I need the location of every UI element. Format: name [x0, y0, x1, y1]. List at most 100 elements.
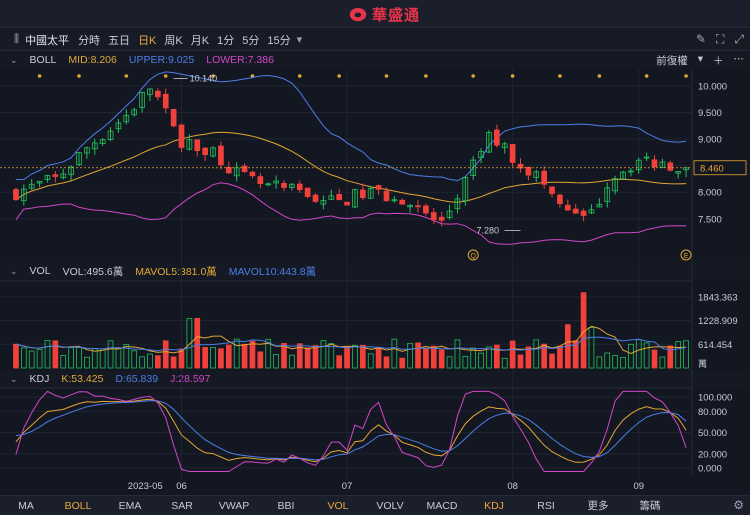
volume-bar — [462, 355, 469, 369]
pencil-icon[interactable]: ✎ — [695, 32, 706, 46]
x-axis-label: 08 — [507, 481, 518, 492]
candle-body — [52, 174, 59, 177]
settings-gear-icon[interactable]: ⚙ — [733, 498, 744, 512]
current-price-tag — [693, 160, 747, 176]
candle-body — [604, 187, 611, 202]
candle-body — [557, 194, 563, 205]
period-dropdown-chevron-icon[interactable]: ▾ — [296, 34, 303, 46]
indicator-tab-SAR[interactable]: SAR — [171, 499, 193, 512]
candle-body — [367, 188, 374, 199]
expand-icon[interactable]: ⤢ — [734, 32, 744, 46]
boll-mid-line — [15, 131, 687, 203]
candle-body — [123, 114, 130, 123]
boll-upper-value: UPPER:9.025 — [128, 54, 195, 66]
period-tab-4[interactable]: 月K — [190, 34, 210, 47]
candle-body — [60, 173, 67, 178]
candle-body — [391, 199, 398, 202]
indicator-tab-BBI[interactable]: BBI — [277, 499, 295, 512]
indicator-tab-BOLL[interactable]: BOLL — [64, 499, 92, 512]
volume-bar — [233, 338, 240, 369]
volume-bar — [178, 348, 185, 369]
collapse-panel-icon[interactable]: ⌄ — [10, 54, 18, 65]
period-tab-6[interactable]: 5分 — [242, 34, 260, 47]
candle-body — [423, 205, 429, 214]
stock-name[interactable]: 中國太平 — [25, 34, 70, 47]
vol-label[interactable]: VOL — [29, 265, 51, 277]
kdj-label[interactable]: KDJ — [29, 373, 50, 385]
candle-body — [289, 183, 295, 188]
candle-body — [407, 204, 413, 208]
period-tab-2[interactable]: 日K — [138, 34, 157, 47]
volume-bar — [352, 344, 358, 369]
indicator-tab-更多[interactable]: 更多 — [587, 500, 609, 512]
indicator-tab-MA[interactable]: MA — [18, 499, 34, 512]
event-badge-letter: E — [684, 253, 689, 260]
volume-bar — [296, 343, 303, 369]
candle-body — [667, 162, 674, 171]
volume-bar — [289, 354, 295, 369]
chevron-down-icon[interactable]: ▾ — [697, 53, 703, 65]
indicator-tab-EMA[interactable]: EMA — [118, 499, 142, 512]
candle-body — [352, 189, 358, 208]
x-axis-label: 06 — [176, 481, 187, 492]
volume-bar — [517, 354, 524, 369]
volume-bar — [549, 353, 555, 369]
volume-bar — [312, 345, 319, 369]
volume-bar — [446, 356, 453, 369]
boll-panel-header: ⌄ BOLL MID:8.206 UPPER:9.025 LOWER:7.386… — [0, 52, 750, 68]
volume-bar — [194, 317, 201, 369]
indicator-tab-VOL[interactable]: VOL — [327, 499, 349, 512]
add-indicator-icon[interactable]: ＋ — [713, 55, 724, 67]
price-tick-label: 9.500 — [698, 108, 722, 119]
indicator-tab-VWAP[interactable]: VWAP — [218, 499, 250, 512]
volume-bar — [407, 342, 413, 369]
sidebar-toggle-icon[interactable]: ⫼ — [14, 33, 20, 45]
period-tab-7[interactable]: 15分 — [267, 34, 291, 47]
fullscreen-icon[interactable]: ⛶ — [715, 32, 725, 46]
candle-body — [675, 171, 682, 174]
more-icon[interactable]: ⋯ — [733, 53, 745, 65]
adjust-selector[interactable]: 前復權 — [656, 55, 688, 67]
volume-bar — [304, 347, 311, 369]
mavol10-value: MAVOL10:443.8萬 — [228, 265, 317, 278]
period-tab-3[interactable]: 周K — [164, 34, 183, 47]
candle-body — [312, 194, 319, 202]
event-dot — [384, 74, 389, 78]
candle-body — [525, 166, 532, 176]
vol-panel-header: ⌄ VOL VOL:495.6萬 MAVOL5:381.0萬 MAVOL10:4… — [0, 263, 750, 279]
indicator-tab-RSI[interactable]: RSI — [537, 499, 555, 512]
period-tab-1[interactable]: 五日 — [108, 34, 131, 47]
candle-body — [415, 205, 421, 208]
volume-bar — [210, 347, 216, 369]
boll-label[interactable]: BOLL — [29, 54, 57, 66]
candle-body — [99, 139, 106, 144]
event-dot — [558, 74, 562, 78]
kdj-k-line — [15, 398, 687, 463]
indicator-tab-VOLV[interactable]: VOLV — [376, 499, 404, 512]
event-dot — [597, 74, 602, 78]
mavol5-value: MAVOL5:381.0萬 — [135, 265, 217, 278]
candle-body — [620, 171, 626, 180]
indicator-tab-KDJ[interactable]: KDJ — [484, 499, 504, 512]
volume-bar — [359, 344, 366, 369]
chart-toolbar: ⫼ 中國太平 分時 五日 日K 周K 月K 1分 5分 15分 ▾ ✎ ⛶ ⤢ — [0, 29, 750, 51]
kdj-panel-header: ⌄ KDJ K:53.425 D:65.839 J:28.597 — [0, 371, 750, 387]
candle-body — [375, 185, 382, 190]
collapse-panel-icon[interactable]: ⌄ — [10, 265, 18, 276]
volume-bar — [107, 340, 114, 369]
candle-body — [612, 178, 618, 192]
candle-body — [84, 147, 90, 154]
volume-bar — [115, 347, 122, 369]
boll-lower-value: LOWER:7.386 — [206, 54, 274, 66]
volume-bar — [643, 342, 650, 369]
period-tab-0[interactable]: 分時 — [78, 34, 101, 47]
indicator-tab-MACD[interactable]: MACD — [426, 499, 458, 512]
candle-body — [273, 180, 279, 184]
period-tab-5[interactable]: 1分 — [217, 34, 235, 47]
indicator-tab-籌碼[interactable]: 籌碼 — [639, 500, 661, 512]
collapse-panel-icon[interactable]: ⌄ — [10, 373, 18, 384]
candle-body — [541, 170, 547, 185]
candle-body — [265, 183, 272, 186]
volume-bar — [218, 348, 224, 369]
